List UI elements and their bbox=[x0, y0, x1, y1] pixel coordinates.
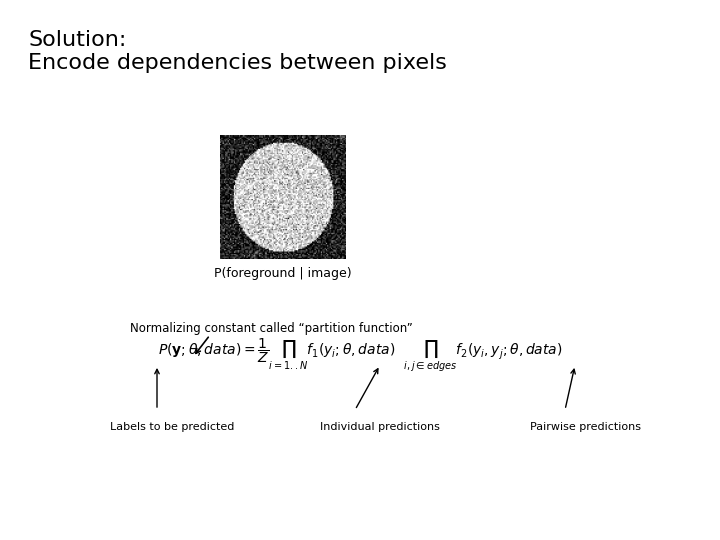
Text: P(foreground | image): P(foreground | image) bbox=[214, 267, 351, 280]
Text: Normalizing constant called “partition function”: Normalizing constant called “partition f… bbox=[130, 322, 413, 335]
Text: $P(\mathbf{y};\theta,data)=\dfrac{1}{Z}\prod_{i=1..N}f_1(y_i;\theta,data)\ \ \pr: $P(\mathbf{y};\theta,data)=\dfrac{1}{Z}\… bbox=[158, 336, 562, 374]
Text: Encode dependencies between pixels: Encode dependencies between pixels bbox=[28, 53, 447, 73]
Text: Solution:: Solution: bbox=[28, 30, 127, 50]
Text: Labels to be predicted: Labels to be predicted bbox=[110, 422, 235, 432]
Text: Individual predictions: Individual predictions bbox=[320, 422, 440, 432]
Text: Pairwise predictions: Pairwise predictions bbox=[530, 422, 641, 432]
